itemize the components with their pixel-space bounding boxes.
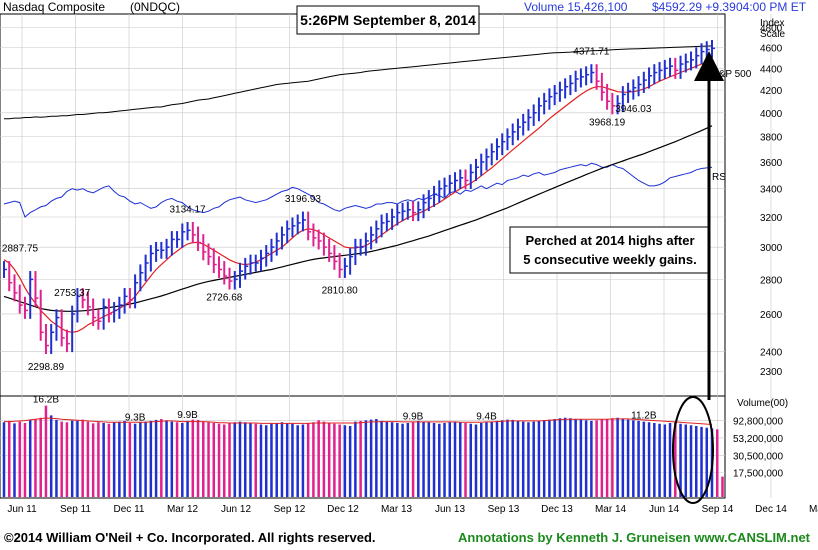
volume-label: 9.9B: [403, 411, 424, 422]
time-tick: Dec 13: [541, 504, 573, 515]
price-tick-3400: 3400: [760, 185, 783, 196]
price-label: 2810.80: [322, 286, 359, 297]
price-tick-3000: 3000: [760, 243, 783, 254]
annotations-credit: Annotations by Kenneth J. Gruneisen www.…: [458, 530, 810, 545]
price-tick-4200: 4200: [760, 86, 783, 97]
callout-line-2: 5 consecutive weekly gains.: [523, 252, 696, 267]
volume-tick: 92,800,000: [733, 417, 783, 428]
time-tick: Dec 12: [327, 504, 359, 515]
price-tick-4400: 4400: [760, 64, 783, 75]
time-tick: Mar 12: [167, 504, 199, 515]
price-label: 2887.75: [2, 244, 39, 255]
volume-axis: 92,800,000 53,200,000 30,500,000 17,500,000: [733, 417, 783, 480]
volume-readout: Volume 15,426,100: [524, 0, 628, 14]
sma50-polyline: [3, 59, 713, 333]
price-annotations: 2887.75 2753.37 2298.89 3134.17 2726.68 3196.…: [2, 47, 657, 424]
time-tick: Mar 15: [809, 504, 818, 515]
ticker-symbol: (0NDQC): [130, 0, 180, 14]
volume-label: 16.2B: [33, 395, 59, 406]
price-label: 3968.19: [589, 117, 626, 128]
time-tick: Dec 14: [755, 504, 787, 515]
index-scale-label-2: Scale: [760, 29, 785, 40]
time-tick: Dec 11: [114, 504, 145, 515]
quote-time: 04:00 PM ET: [736, 0, 807, 14]
time-tick: Jun 13: [435, 504, 465, 515]
sp500-line: [4, 45, 713, 120]
price-bars: [3, 39, 715, 355]
sma200-line: [3, 125, 713, 312]
time-tick: Sep 13: [488, 504, 520, 515]
rs-line: [3, 162, 713, 218]
volume-ma-line: [4, 417, 713, 425]
time-tick: Sep 14: [702, 504, 734, 515]
timestamp-text: 5:26PM September 8, 2014: [300, 12, 476, 28]
volume-tick: 53,200,000: [733, 434, 783, 445]
footer: ©2014 William O'Neil + Co. Incorporated.…: [0, 528, 818, 550]
callout-box: [509, 226, 711, 274]
price-label: 3196.93: [285, 194, 322, 205]
price-tick-2600: 2600: [760, 310, 783, 321]
volume-axis-label: Volume(00): [737, 398, 788, 409]
price-label: 2298.89: [28, 362, 65, 373]
time-tick: Jun 12: [221, 504, 251, 515]
sp500-polyline: [4, 45, 713, 120]
time-tick: Sep 12: [274, 504, 306, 515]
price-tick-2300: 2300: [760, 367, 783, 378]
index-name: Nasdaq Composite: [3, 0, 105, 14]
price-axis: 4800 4600 4400 4200 4000 3800 3600 3400 3200 3000…: [760, 24, 783, 379]
price-panel-frame: [0, 13, 726, 397]
volume-label: 9.4B: [476, 411, 497, 422]
price-quote: $4592.29 +9.39: [652, 0, 736, 14]
volume-label: 9.3B: [125, 413, 146, 424]
callout-line-1: Perched at 2014 highs after: [525, 233, 694, 248]
time-axis: Jun 11 Sep 11 Dec 11 Mar 12 Jun 12 Sep 12 Dec …: [7, 504, 818, 515]
volume-label: 9.9B: [177, 410, 198, 421]
volume-ma-polyline: [4, 417, 713, 425]
copyright-text: ©2014 William O'Neil + Co. Incorporated.…: [4, 530, 376, 545]
time-tick: Mar 13: [381, 504, 413, 515]
price-tick-4000: 4000: [760, 109, 783, 120]
price-tick-2400: 2400: [760, 347, 783, 358]
price-label: 2726.68: [206, 292, 243, 303]
index-scale-label-1: Index: [760, 18, 784, 29]
price-label: 2753.37: [54, 288, 91, 299]
timestamp-box: [296, 5, 480, 35]
price-label: 3946.03: [615, 104, 652, 115]
volume-label: 11.2B: [631, 411, 657, 422]
volume-bars: [2, 405, 724, 497]
rs-label: RS: [712, 172, 726, 183]
volume-tick: 30,500,000: [733, 451, 783, 462]
sma200-polyline: [3, 125, 713, 312]
volume-highlight-ellipse: [672, 396, 714, 504]
price-label: 3134.17: [169, 205, 206, 216]
volume-tick: 17,500,000: [733, 469, 783, 480]
price-tick-3800: 3800: [760, 133, 783, 144]
time-tick: Jun 14: [649, 504, 679, 515]
price-tick-2800: 2800: [760, 275, 783, 286]
time-tick: Jun 11: [7, 504, 37, 515]
price-tick-4800: 4800: [760, 24, 783, 35]
price-tick-4600: 4600: [760, 44, 783, 55]
sp500-label: S&P 500: [712, 69, 752, 80]
price-label: 4371.71: [573, 47, 610, 58]
time-tick: Sep 11: [60, 504, 91, 515]
time-tick: Mar 14: [595, 504, 627, 515]
rs-polyline: [3, 162, 713, 218]
price-tick-3600: 3600: [760, 158, 783, 169]
price-tick-3200: 3200: [760, 213, 783, 224]
nasdaq-weekly-chart: Nasdaq Composite (0NDQC) Volume 15,426,1…: [0, 0, 818, 515]
sma50-line: [3, 59, 713, 333]
